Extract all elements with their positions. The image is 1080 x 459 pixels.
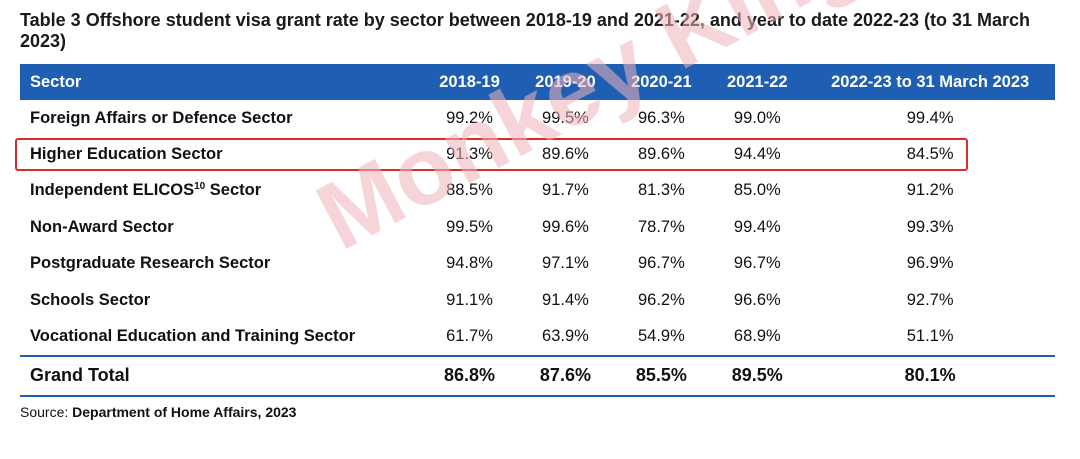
table-cell: 96.7% xyxy=(733,254,781,273)
header-2022-23-ytd: 2022-23 to 31 March 2023 xyxy=(805,64,1055,100)
table-cell: 89.6% xyxy=(637,145,685,164)
table-cell: 78.7% xyxy=(637,217,685,236)
table-cell: 92.7% xyxy=(906,290,954,309)
table-cell: 99.3% xyxy=(906,217,954,236)
table-cell: 68.9% xyxy=(733,327,781,346)
table-cell: 96.9% xyxy=(906,254,954,273)
header-2019-20: 2019-20 xyxy=(517,64,614,100)
table-caption: Table 3 Offshore student visa grant rate… xyxy=(20,10,1031,51)
table-cell: 84.5% xyxy=(906,145,954,164)
table-cell: 99.5% xyxy=(446,217,493,236)
table-row: Vocational Education and Training Sector… xyxy=(20,318,1055,355)
table-cell: 88.5% xyxy=(446,181,493,200)
grand-total-row: Grand Total 86.8% 87.6% 85.5% 89.5% 80.1… xyxy=(20,354,1055,397)
sector-label: Schools Sector xyxy=(30,290,151,309)
table-cell: 85.5% xyxy=(613,354,710,397)
sector-label: Foreign Affairs or Defence Sector xyxy=(30,108,293,127)
table-cell: 97.1% xyxy=(542,254,589,273)
table-cell: 91.4% xyxy=(542,290,589,309)
visa-grant-table: Sector 2018-19 2019-20 2020-21 2021-22 2… xyxy=(20,64,1055,397)
header-2021-22: 2021-22 xyxy=(709,64,806,100)
grand-total-label: Grand Total xyxy=(20,354,422,397)
table-row: Non-Award Sector 99.5% 99.6% 78.7% 99.4% 99.3… xyxy=(20,209,1055,245)
table-cell: 61.7% xyxy=(446,327,493,346)
table-cell: 91.7% xyxy=(542,181,589,200)
table-cell: 85.0% xyxy=(733,181,781,200)
table-cell: 80.1% xyxy=(805,354,1055,397)
table-cell: 96.3% xyxy=(637,108,685,127)
table-cell: 51.1% xyxy=(906,327,954,346)
table-row: Foreign Affairs or Defence Sector 99.2% 99… xyxy=(20,100,1055,136)
highlight-box xyxy=(15,138,968,171)
table-cell: 91.3% xyxy=(446,145,493,164)
table-cell: 99.0% xyxy=(733,108,781,127)
header-2020-21: 2020-21 xyxy=(613,64,710,100)
table-cell: 94.4% xyxy=(733,145,781,164)
table-cell: 99.4% xyxy=(906,108,954,127)
table-cell: 54.9% xyxy=(637,327,685,346)
table-cell: 94.8% xyxy=(446,254,493,273)
table-cell: 96.2% xyxy=(637,290,685,309)
table-cell: 87.6% xyxy=(517,354,614,397)
table-cell: 89.6% xyxy=(542,145,589,164)
table-cell: 91.2% xyxy=(906,181,954,200)
table-row: Higher Education Sector 91.3% 89.6% 89.6% 94… xyxy=(20,136,1055,172)
table-cell: 91.1% xyxy=(446,290,493,309)
table-cell: 89.5% xyxy=(709,354,806,397)
table-row: Independent ELICOS10 Sector 88.5% 91.7% 81.… xyxy=(20,173,1055,209)
source-prefix: Source: xyxy=(20,404,73,420)
table-cell: 96.6% xyxy=(733,290,781,309)
table-cell: 99.4% xyxy=(733,217,781,236)
table-row: Postgraduate Research Sector 94.8% 97.1% 96… xyxy=(20,246,1055,282)
sector-label: Independent ELICOS10 Sector xyxy=(30,181,262,200)
source-text: Department of Home Affairs, 2023 xyxy=(72,404,297,420)
source-note: Source: Department of Home Affairs, 2023 xyxy=(20,404,296,420)
sector-label: Postgraduate Research Sector xyxy=(30,254,271,273)
table-header-row: Sector 2018-19 2019-20 2020-21 2021-22 2… xyxy=(20,64,1055,100)
sector-label: Higher Education Sector xyxy=(30,145,223,164)
table-cell: 99.2% xyxy=(446,108,493,127)
header-sector: Sector xyxy=(20,64,422,100)
sector-label: Non-Award Sector xyxy=(30,217,174,236)
table-cell: 96.7% xyxy=(637,254,685,273)
table-row: Schools Sector 91.1% 91.4% 96.2% 96.6% 92.7% xyxy=(20,282,1055,318)
header-2018-19: 2018-19 xyxy=(421,64,518,100)
table-cell: 63.9% xyxy=(542,327,589,346)
footnote-ref: 10 xyxy=(194,181,206,193)
table-cell: 81.3% xyxy=(637,181,685,200)
table-cell: 86.8% xyxy=(421,354,518,397)
table-cell: 99.5% xyxy=(542,108,589,127)
sector-label: Vocational Education and Training Sector xyxy=(30,327,356,346)
table-cell: 99.6% xyxy=(542,217,589,236)
